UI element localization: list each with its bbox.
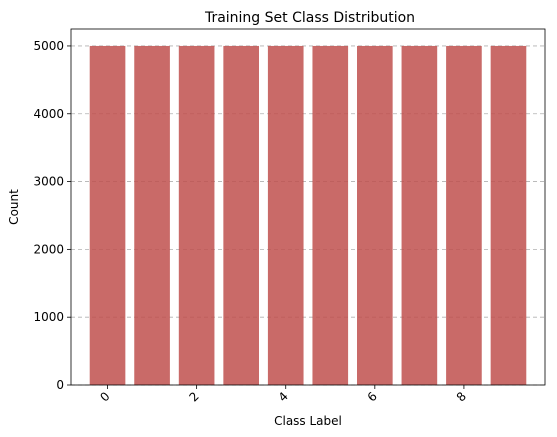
bar-class-4	[267, 45, 304, 385]
bars	[89, 45, 527, 385]
x-tick-label: 6	[365, 389, 380, 404]
bar-class-2	[178, 45, 215, 385]
y-tick-label: 3000	[33, 175, 64, 189]
y-axis-title: Count	[7, 189, 21, 225]
bar-class-6	[357, 45, 393, 385]
x-axis-ticks: 0 2 4 6 8	[97, 385, 469, 405]
x-tick-label: 2	[186, 389, 201, 404]
bar-class-3	[223, 45, 259, 385]
plot-frame	[70, 28, 546, 386]
bar-class-7	[401, 45, 438, 385]
y-tick-label: 4000	[33, 107, 64, 121]
x-tick-label: 8	[454, 389, 469, 404]
chart-title: Training Set Class Distribution	[204, 10, 415, 26]
x-axis-title: Class Label	[274, 414, 342, 428]
x-tick-label: 4	[276, 389, 291, 404]
y-axis-ticks: 0 1000 2000 3000 4000 5000	[33, 39, 71, 392]
y-tick-label: 2000	[33, 242, 64, 256]
y-tick-label: 1000	[33, 310, 64, 324]
bar-class-0	[89, 45, 126, 385]
y-tick-label: 0	[56, 378, 64, 392]
bar-class-5	[312, 45, 349, 385]
bar-class-9	[490, 45, 527, 385]
bar-class-8	[446, 45, 482, 385]
bar-class-1	[134, 45, 170, 385]
x-tick-label: 0	[97, 389, 112, 404]
y-tick-label: 5000	[33, 39, 64, 53]
